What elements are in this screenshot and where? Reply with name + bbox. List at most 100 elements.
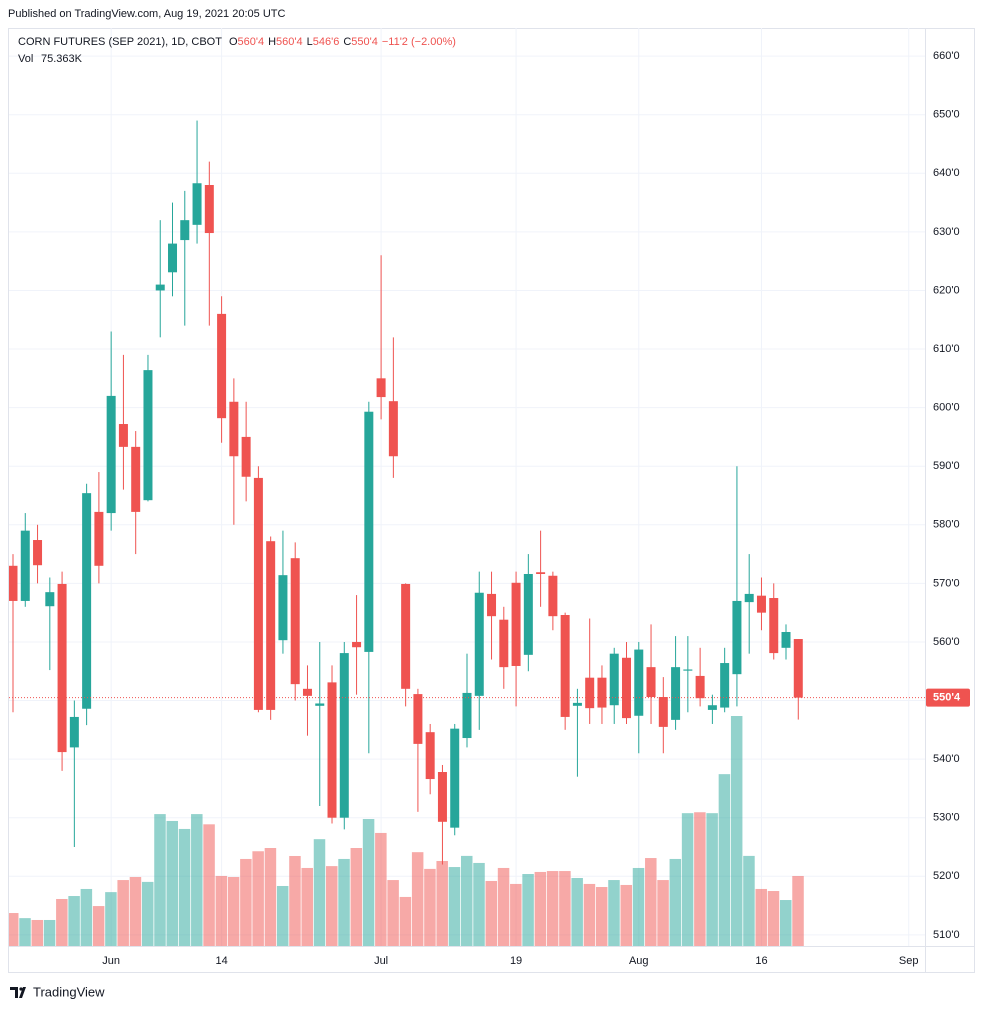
candle-body xyxy=(756,595,766,613)
volume-bar xyxy=(105,892,117,946)
published-note: Published on TradingView.com, Aug 19, 20… xyxy=(8,8,285,20)
candle-body xyxy=(57,583,67,753)
logo xyxy=(10,987,26,998)
candle-body xyxy=(462,692,472,739)
candle-body xyxy=(302,688,312,696)
candle-body xyxy=(290,558,300,685)
ohlc-key: H xyxy=(268,36,276,48)
ohlc-values: O560'4 H560'4 L546'6 C550'4 −11'2 (−2.00%) xyxy=(229,36,456,48)
volume-bar xyxy=(56,898,68,946)
symbol-title: CORN FUTURES (SEP 2021), 1D, CBOT xyxy=(18,36,222,48)
candle-body xyxy=(683,669,693,671)
candle-body xyxy=(253,477,263,710)
last-price-box xyxy=(926,688,970,707)
chart-frame xyxy=(8,28,975,973)
ohlc-key: C xyxy=(343,36,351,48)
volume-bar xyxy=(362,819,375,946)
volume-bar xyxy=(338,858,350,946)
volume-bar xyxy=(252,851,264,946)
last-price-label: 550'4 xyxy=(933,692,961,704)
candle-body xyxy=(339,653,349,818)
volume-bar xyxy=(203,824,215,946)
candle-body xyxy=(425,732,435,780)
volume-bar xyxy=(792,875,804,946)
volume-bar xyxy=(681,813,694,946)
y-tick-label: 510'0 xyxy=(933,929,960,941)
volume-bar xyxy=(595,887,608,946)
volume-bar xyxy=(497,867,510,946)
volume-bar xyxy=(411,852,424,946)
y-tick-label: 560'0 xyxy=(933,636,960,648)
candle-body xyxy=(352,641,362,648)
y-tick-label: 590'0 xyxy=(933,460,960,472)
x-tick-label: 19 xyxy=(510,955,522,967)
volume-bar xyxy=(166,820,179,946)
candle-body xyxy=(315,703,325,706)
ohlc-value: 546'6 xyxy=(313,36,340,48)
volume-bar xyxy=(546,871,559,946)
candle-body xyxy=(523,573,533,655)
candle-body xyxy=(278,575,288,641)
volume-bar xyxy=(68,896,80,946)
candle-body xyxy=(572,702,582,706)
ohlc-value: 560'4 xyxy=(276,36,303,48)
volume-bar xyxy=(80,888,93,946)
candle-body xyxy=(131,446,141,512)
volume-bar xyxy=(399,896,412,946)
volume-bar xyxy=(694,812,706,946)
volume-bar xyxy=(154,814,166,946)
y-tick-label: 530'0 xyxy=(933,812,960,824)
volume-bar xyxy=(191,814,203,946)
volume-bar xyxy=(583,883,596,946)
volume-bar xyxy=(645,858,657,946)
volume-bar xyxy=(141,881,154,946)
y-tick-label: 580'0 xyxy=(933,519,960,531)
volume-bar xyxy=(460,855,473,946)
candle-body xyxy=(671,667,681,720)
volume-bar xyxy=(313,839,326,946)
candle-body xyxy=(45,592,55,607)
volume-bar xyxy=(289,855,301,946)
candle-body xyxy=(732,600,742,675)
x-tick-label: Sep xyxy=(899,955,919,967)
volume-bar xyxy=(657,880,669,946)
volume-bar xyxy=(276,885,289,946)
volume-bar xyxy=(608,880,620,946)
volume-bar xyxy=(718,774,731,946)
candle-layer xyxy=(9,120,925,865)
volume-bar xyxy=(620,884,632,946)
volume-bar xyxy=(522,874,534,946)
volume-bar xyxy=(178,828,191,946)
price-change: −11'2 (−2.00%) xyxy=(382,36,456,48)
candle-body xyxy=(143,370,153,501)
ohlc-value: 550'4 xyxy=(351,36,378,48)
volume-bar xyxy=(534,871,547,946)
candle-body xyxy=(793,639,803,698)
candle-body xyxy=(769,598,779,654)
candle-body xyxy=(364,411,374,652)
candle-body xyxy=(536,572,546,574)
volume-label: Vol xyxy=(18,53,33,65)
candle-body xyxy=(9,565,18,601)
x-tick-label: Jul xyxy=(374,955,388,967)
volume-bar xyxy=(755,888,767,946)
candle-body xyxy=(94,511,104,566)
volume-bar xyxy=(743,855,755,946)
candle-body xyxy=(437,772,447,822)
volume-bar xyxy=(264,847,277,946)
candle-body xyxy=(695,675,705,699)
volume-bar xyxy=(706,813,718,946)
volume-bar xyxy=(19,918,31,946)
x-tick-label: 14 xyxy=(215,955,227,967)
volume-bar xyxy=(375,832,387,946)
candle-body xyxy=(487,593,497,617)
volume-bar xyxy=(510,883,522,946)
ohlc-key: O xyxy=(229,36,238,48)
footer-brand: TradingView xyxy=(33,984,105,999)
candle-body xyxy=(474,592,484,696)
y-tick-label: 640'0 xyxy=(933,167,960,179)
volume-bar xyxy=(669,858,682,946)
candle-body xyxy=(106,395,116,514)
volume-bar xyxy=(485,880,498,946)
